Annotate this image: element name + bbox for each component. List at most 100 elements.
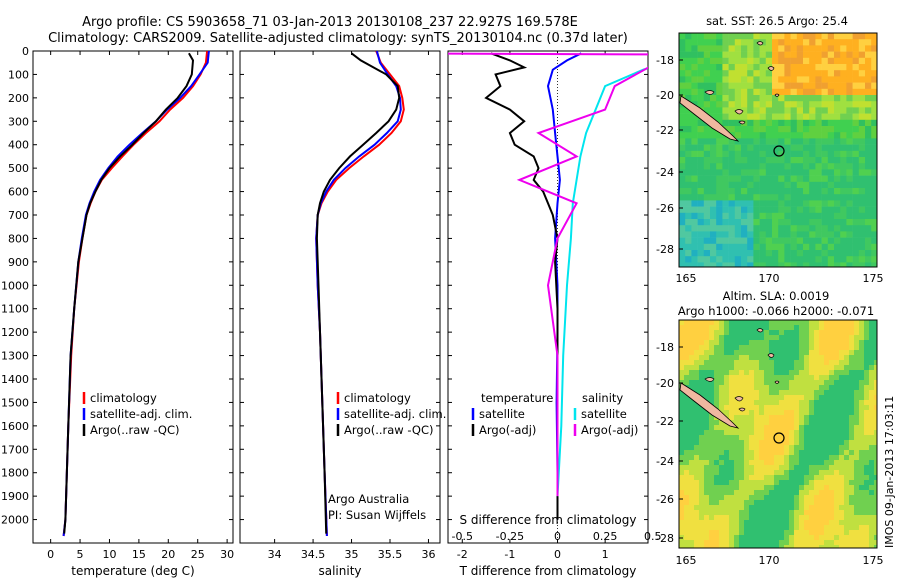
sst-cell — [697, 175, 705, 183]
sla-cell — [764, 395, 770, 401]
sla-cell — [849, 370, 855, 376]
sla-cell — [744, 345, 750, 351]
sla-cell — [869, 500, 875, 506]
sla-cell — [694, 445, 700, 451]
sst-cell — [827, 132, 835, 139]
sla-cell — [859, 470, 865, 476]
sst-cell — [840, 262, 847, 267]
sst-cell — [784, 262, 791, 267]
sst-cell — [790, 132, 798, 139]
legend-label: satellite — [581, 407, 627, 421]
sst-cell — [865, 157, 872, 164]
sst-cell — [858, 212, 866, 220]
sst-cell — [772, 107, 779, 114]
sst-cell — [747, 57, 754, 65]
sst-cell — [790, 33, 798, 40]
sst-cell — [815, 119, 822, 127]
sst-cell — [679, 70, 686, 77]
series-group — [448, 52, 648, 520]
sst-cell — [784, 45, 791, 52]
sla-cell — [859, 425, 865, 431]
sst-cell — [741, 51, 748, 59]
sst-cell — [685, 70, 692, 77]
sla-cell — [719, 475, 725, 481]
sst-cell — [685, 157, 692, 164]
sla-cell — [799, 365, 805, 371]
sst-cell — [765, 51, 773, 59]
sst-cell — [765, 57, 773, 65]
sst-cell — [846, 169, 853, 176]
sla-cell — [839, 465, 845, 471]
sst-cell — [796, 88, 804, 96]
sla-cell — [789, 440, 795, 446]
sla-cell — [789, 460, 795, 466]
sst-cell — [759, 88, 767, 96]
sla-cell — [754, 335, 760, 341]
sst-cell — [722, 82, 729, 90]
sst-cell — [852, 175, 860, 183]
sla-cell — [809, 345, 815, 351]
sla-cell — [769, 510, 775, 516]
sst-cell — [772, 212, 779, 220]
sst-cell — [790, 64, 798, 71]
sla-cell — [854, 475, 860, 481]
sla-cell — [869, 545, 875, 548]
sla-cell — [794, 370, 800, 376]
sla-cell — [814, 445, 820, 451]
sla-cell — [714, 335, 720, 341]
sla-cell — [814, 435, 820, 441]
sst-cell — [722, 51, 729, 59]
sst-cell — [809, 150, 816, 158]
sla-cell — [744, 385, 750, 391]
sla-cell — [824, 375, 830, 381]
sla-cell — [829, 385, 835, 391]
sst-cell — [827, 82, 835, 90]
sst-cell — [790, 188, 798, 195]
sla-cell — [849, 375, 855, 381]
sla-cell — [874, 465, 877, 471]
sst-cell — [846, 250, 853, 257]
sla-cell — [694, 380, 700, 386]
sla-cell — [729, 470, 735, 476]
sla-cell — [804, 335, 810, 341]
sla-cell — [844, 330, 850, 336]
sst-cell — [815, 113, 822, 121]
sla-cell — [704, 320, 710, 326]
sla-cell — [774, 480, 780, 486]
sst-cell — [796, 169, 804, 176]
sla-cell — [804, 345, 810, 351]
sla-cell — [714, 435, 720, 441]
sst-cell — [815, 206, 822, 214]
sla-cell — [809, 485, 815, 491]
sla-cell — [864, 320, 870, 326]
sst-cell — [685, 126, 692, 133]
sla-cell — [739, 330, 745, 336]
salinity-xlabel: salinity — [318, 564, 361, 578]
sla-cell — [679, 410, 685, 416]
sla-cell — [764, 440, 770, 446]
sla-cell — [799, 355, 805, 361]
x-tick-label: 35.5 — [378, 548, 403, 561]
sla-cell — [729, 375, 735, 381]
sla-cell — [769, 335, 775, 341]
temperature-legend: climatology satellite-adj. clim. Argo(..… — [82, 391, 192, 437]
sla-cell — [814, 400, 820, 406]
sst-cell — [821, 194, 829, 201]
sla-cell — [799, 385, 805, 391]
sla-cell — [814, 375, 820, 381]
sst-cell — [685, 82, 692, 90]
sla-cell — [869, 345, 875, 351]
sla-cell — [784, 505, 790, 511]
sla-cell — [714, 540, 720, 546]
sla-cell — [724, 375, 730, 381]
sla-cell — [849, 500, 855, 506]
sla-cell — [829, 335, 835, 341]
sla-cell — [804, 440, 810, 446]
sla-cell — [859, 530, 865, 536]
sst-cell — [759, 70, 767, 77]
sla-cell — [694, 500, 700, 506]
sla-cell — [694, 335, 700, 341]
sst-cell — [784, 82, 791, 90]
sla-cell — [819, 435, 825, 441]
sst-cell — [741, 45, 748, 52]
